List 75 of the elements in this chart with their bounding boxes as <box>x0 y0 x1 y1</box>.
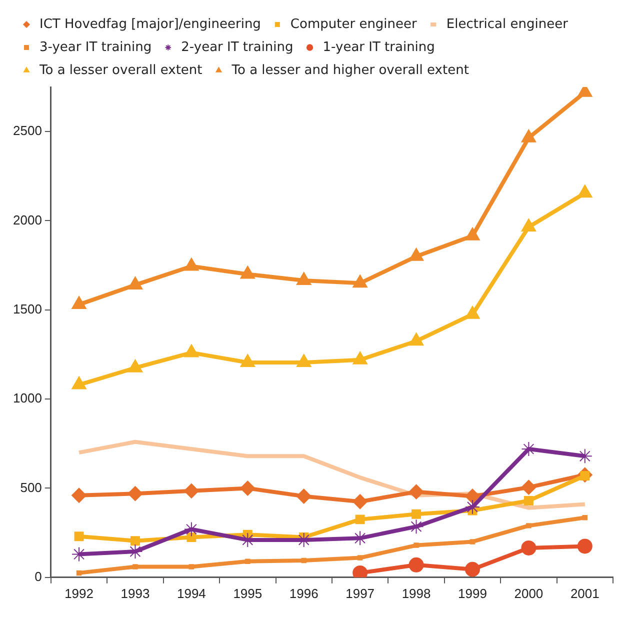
point <box>72 296 86 310</box>
legend-label: 3-year IT training <box>40 40 152 55</box>
point <box>412 509 422 519</box>
point <box>186 532 196 542</box>
point <box>408 332 424 346</box>
point <box>245 558 250 564</box>
point <box>352 351 368 364</box>
point <box>296 488 312 504</box>
point <box>130 536 140 546</box>
point <box>301 558 306 564</box>
point <box>296 272 312 285</box>
point <box>128 359 143 372</box>
point <box>72 488 87 503</box>
point <box>74 532 84 542</box>
x-tick-label: 1996 <box>289 586 318 601</box>
point <box>526 523 532 528</box>
point <box>465 306 480 319</box>
point <box>577 538 592 554</box>
point <box>184 483 199 498</box>
point <box>184 258 199 271</box>
legend-label: To a lesser overall extent <box>38 62 202 78</box>
x-tick-label: 2001 <box>570 586 600 601</box>
y-tick-label: 2500 <box>13 123 42 138</box>
point <box>352 274 368 288</box>
x-tick-label: 1995 <box>233 586 262 601</box>
point <box>408 557 424 572</box>
x-tick-label: 2000 <box>514 586 544 601</box>
point <box>521 540 536 556</box>
point <box>408 484 424 500</box>
point <box>521 129 536 142</box>
x-tick-label: 1993 <box>120 586 150 601</box>
point <box>357 555 363 560</box>
point <box>184 344 199 358</box>
point <box>464 488 480 504</box>
point <box>184 522 199 537</box>
point <box>464 562 480 577</box>
point <box>524 496 534 506</box>
point <box>240 480 256 496</box>
point <box>465 227 480 240</box>
y-tick-label: 2000 <box>13 212 42 228</box>
point <box>582 515 588 520</box>
y-tick-label: 0 <box>34 568 42 584</box>
y-tick-label: 1000 <box>13 390 42 406</box>
point <box>72 376 86 390</box>
legend-label: 1-year IT training <box>322 40 435 55</box>
point <box>128 276 143 290</box>
point <box>355 514 365 524</box>
point <box>76 570 82 576</box>
x-tick-label: 1999 <box>458 586 487 601</box>
point <box>352 530 368 546</box>
point <box>577 184 592 198</box>
point <box>352 494 368 510</box>
point <box>414 542 419 548</box>
point <box>128 486 143 502</box>
point <box>188 564 194 570</box>
x-tick-label: 1994 <box>176 586 206 601</box>
legend-label: Electrical engineer <box>446 16 569 32</box>
x-tick-label: 1992 <box>64 586 94 601</box>
x-tick-label: 1998 <box>402 586 431 601</box>
x-tick-label: 1997 <box>346 586 375 601</box>
point <box>470 539 476 544</box>
y-tick-label: 1500 <box>13 301 42 316</box>
point <box>240 354 256 368</box>
legend-label: Computer engineer <box>290 16 418 32</box>
y-tick-label: 500 <box>20 480 42 495</box>
legend-label: To a lesser and higher overall extent <box>230 62 469 78</box>
point <box>296 354 312 368</box>
point <box>464 499 480 514</box>
point <box>521 218 536 232</box>
point <box>521 480 536 495</box>
point <box>240 266 256 279</box>
legend-label: 2-year IT training <box>181 40 294 55</box>
point <box>408 248 424 261</box>
legend-label: ICT Hovedfag [major]/engineering <box>40 16 261 32</box>
point <box>132 564 138 570</box>
